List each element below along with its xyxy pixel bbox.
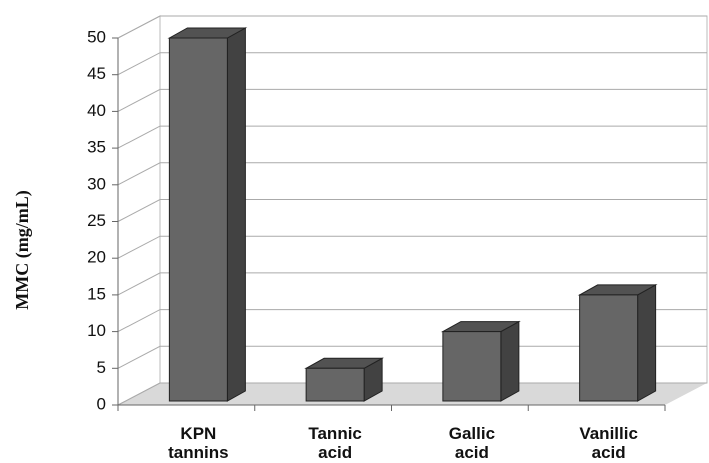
- bar: [579, 294, 639, 402]
- y-tick-label: 25: [87, 211, 106, 230]
- y-tick-label: 30: [87, 174, 106, 193]
- grid-line: [117, 162, 707, 186]
- y-tick-label: 45: [87, 64, 106, 83]
- grid-line: [117, 272, 707, 296]
- bar-side: [637, 284, 657, 402]
- bar: [442, 331, 502, 402]
- x-tick-label: Gallic acid: [448, 424, 496, 462]
- grid-line: [117, 235, 707, 259]
- y-tick-label: 5: [97, 358, 106, 377]
- bar-side: [226, 27, 246, 402]
- bar: [305, 367, 365, 402]
- y-tick-label: 15: [87, 284, 106, 303]
- grid-line: [117, 15, 707, 39]
- y-tick-label: 50: [87, 27, 106, 46]
- grid-line: [117, 345, 707, 369]
- grid-line: [117, 199, 707, 222]
- y-tick-label: 40: [87, 101, 106, 120]
- y-tick-label: 35: [87, 138, 106, 157]
- grid-line: [117, 125, 707, 149]
- bar: [168, 37, 228, 402]
- grid-line: [117, 309, 707, 333]
- y-axis-label: MMC (mg/mL): [12, 190, 33, 309]
- bar-side: [500, 320, 520, 402]
- y-tick-label: 20: [87, 248, 106, 267]
- y-tick-label: 0: [97, 394, 106, 413]
- floor: [118, 383, 707, 405]
- x-tick-label: Vanillic acid: [579, 424, 638, 462]
- y-tick-label: 10: [87, 321, 106, 340]
- grid-line: [117, 52, 707, 76]
- x-tick-label: Tannic acid: [308, 424, 362, 462]
- x-tick-label: KPN tannins: [168, 424, 229, 462]
- grid-line: [117, 88, 707, 112]
- grid-line: [117, 382, 707, 406]
